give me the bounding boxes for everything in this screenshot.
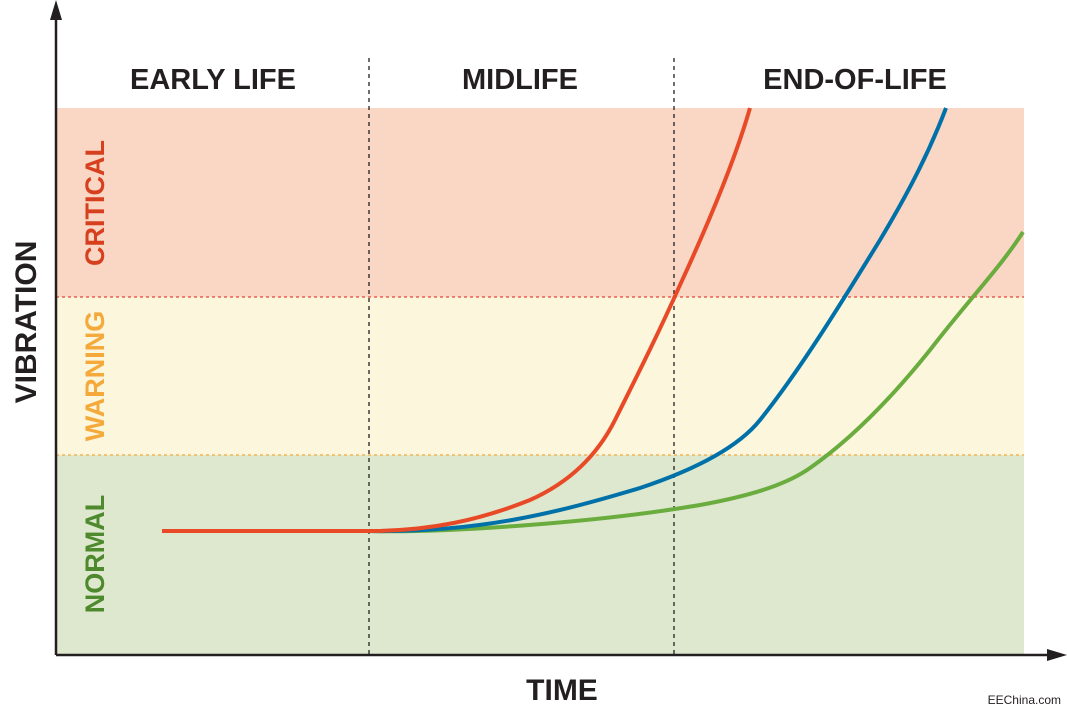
warning-zone — [56, 297, 1024, 455]
x-axis-title: TIME — [526, 674, 598, 707]
y-axis-arrow — [50, 0, 62, 20]
critical-zone — [56, 108, 1024, 297]
end-of-life-heading: END-OF-LIFE — [763, 64, 947, 96]
warning-label: WARNING — [80, 311, 110, 442]
green-curve — [368, 230, 1025, 534]
blue-curve — [368, 107, 948, 534]
normal-label: NORMAL — [80, 495, 110, 613]
red-curve — [162, 107, 752, 533]
y-axis-title: VIBRATION — [10, 241, 43, 404]
x-axis-arrow — [1047, 649, 1067, 661]
source-credit: EEChina.com — [988, 693, 1061, 707]
midlife-heading: MIDLIFE — [462, 64, 578, 96]
critical-label: CRITICAL — [80, 140, 110, 266]
normal-zone — [56, 455, 1024, 655]
early-life-heading: EARLY LIFE — [130, 64, 296, 96]
